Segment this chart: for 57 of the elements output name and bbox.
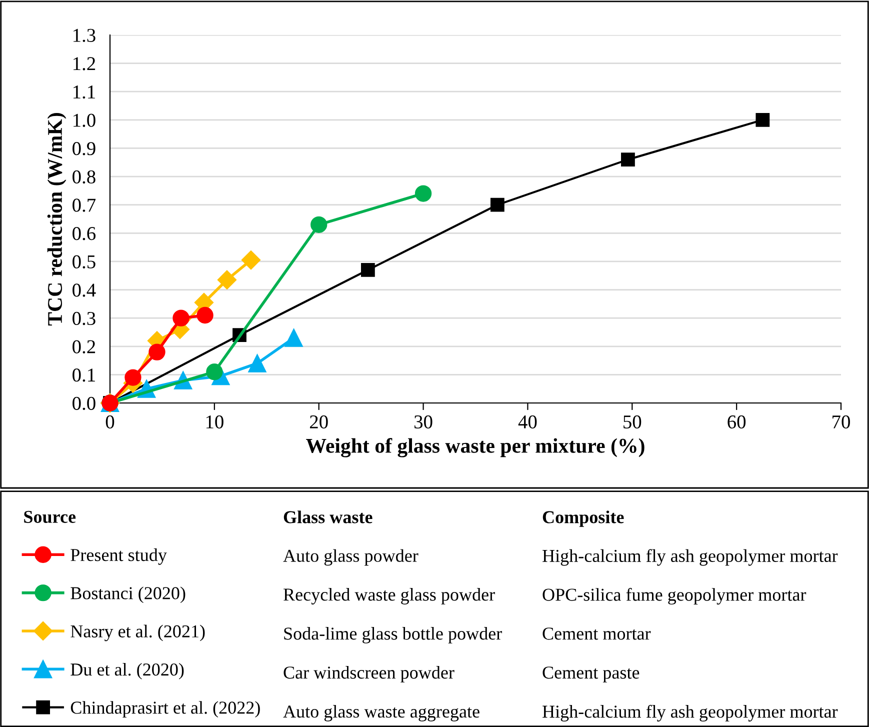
x-tick-label: 50 — [624, 415, 642, 428]
text: Composite — [542, 510, 624, 527]
point — [124, 369, 142, 386]
point — [206, 364, 223, 380]
y-tick-label: 1.3 — [74, 28, 96, 42]
text: Soda-lime glass bottle powder — [284, 627, 502, 644]
point — [248, 354, 266, 372]
point — [490, 198, 504, 212]
y-tick-label: 0.3 — [72, 312, 96, 326]
point — [241, 250, 261, 270]
x-tick-label: 40 — [518, 415, 537, 428]
point — [414, 185, 432, 202]
x-tick-label: 30 — [414, 415, 432, 428]
text: Cement mortar — [542, 628, 651, 640]
y-tick-label: 0.7 — [72, 198, 96, 212]
text: Recycled waste glass powder — [284, 588, 495, 604]
x-tick-label: 70 — [832, 415, 850, 428]
legend-label: Chindaprasirt et al. (2022) — [70, 701, 260, 718]
point — [756, 112, 770, 127]
x-axis-title: Weight of glass waste per mixture (%) — [306, 438, 644, 458]
point — [621, 152, 635, 166]
y-tick-label: 0.2 — [72, 340, 96, 354]
x-tick-label: 0 — [106, 415, 114, 428]
text: OPC-silica fume geopolymer mortar — [542, 588, 806, 605]
x-tick-label: 60 — [728, 415, 746, 428]
y-tick-label: 0.6 — [72, 226, 96, 240]
point — [148, 344, 166, 360]
y-tick-label: 1.1 — [74, 86, 95, 99]
y-tick-label: 1.2 — [74, 57, 96, 70]
text: Glass waste — [284, 510, 372, 524]
y-tick-label: 0.5 — [72, 255, 96, 268]
text: High-calcium fly ash geopolymer mortar — [542, 549, 838, 566]
point — [172, 310, 190, 326]
text: Car windscreen powder — [284, 666, 454, 682]
x-tick-label: 20 — [310, 415, 328, 428]
point — [217, 270, 236, 290]
y-tick-label: 0.0 — [72, 396, 96, 410]
y-tick-label: 0.9 — [72, 142, 96, 156]
y-tick-label: 0.4 — [72, 284, 96, 297]
text: High-calcium fly ash geopolymer mortar — [542, 704, 838, 722]
y-tick-label: 0.8 — [72, 170, 96, 184]
text: Auto glass powder — [283, 549, 418, 566]
legend-label: Du et al. (2020) — [70, 662, 184, 680]
point — [360, 263, 375, 277]
point — [284, 328, 303, 347]
y-tick-label: 0.1 — [72, 368, 95, 382]
point — [310, 216, 328, 233]
legend-label: Bostanci (2020) — [70, 586, 186, 603]
y-axis-title: TCC reduction (W/mK) — [47, 113, 66, 326]
legend-title: Source — [24, 510, 76, 523]
legend-label: Nasry et al. (2021) — [70, 624, 205, 642]
point — [196, 306, 214, 324]
legend-label: Present study — [70, 548, 167, 565]
y-tick-label: 1.0 — [74, 114, 96, 127]
text: Cement paste — [542, 666, 640, 682]
x-tick-label: 10 — [206, 415, 224, 428]
text: Auto glass waste aggregate — [283, 704, 480, 722]
